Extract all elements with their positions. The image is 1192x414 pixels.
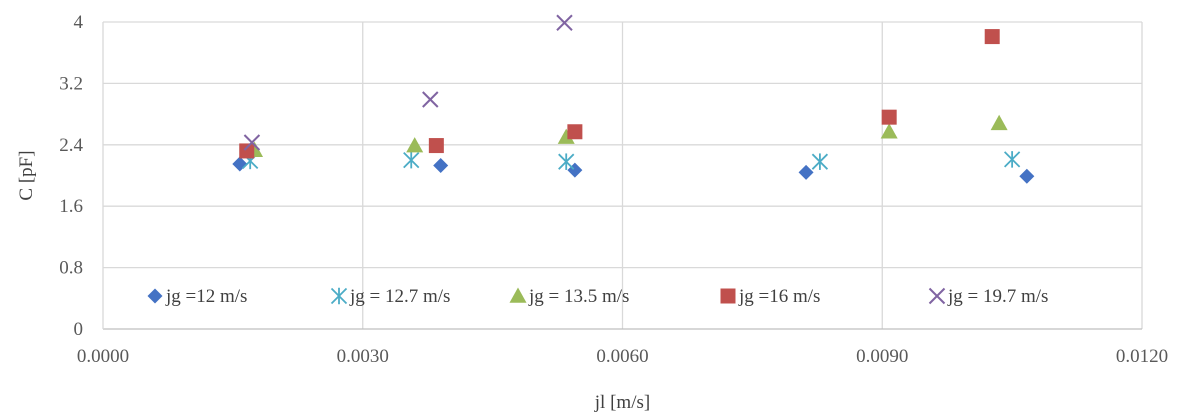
data-point-series-5 [243, 134, 261, 151]
legend: jg =12 m/s jg = 12.7 m/s jg = 13.5 m/s jg =… [147, 286, 1048, 307]
x-tick-label: 0.0060 [596, 346, 648, 367]
legend-marker-5 [928, 287, 946, 305]
legend-marker-3 [509, 287, 527, 303]
data-point-series-1 [1019, 168, 1035, 184]
x-tick-label: 0.0000 [77, 346, 129, 367]
x-tick-label: 0.0030 [337, 346, 389, 367]
data-point-series-4 [428, 138, 444, 154]
data-point-series-4 [567, 124, 583, 140]
data-point-series-2 [1003, 151, 1021, 168]
y-tick-label: 3.2 [59, 73, 83, 94]
data-point-series-1 [433, 158, 449, 174]
data-point-series-5 [422, 91, 439, 108]
gridlines [103, 21, 1143, 329]
x-tick-label: 0.0090 [856, 346, 908, 367]
tick-labels: 0 0.8 1.6 2.4 3.2 4 0.0000 0.0030 0.0060 0.0090 0.… [59, 12, 1168, 367]
legend-label-1: jg =12 m/s [165, 286, 247, 307]
data-point-series-1 [798, 164, 814, 180]
data-points [232, 14, 1035, 184]
y-axis-title: C [pF] [16, 150, 37, 200]
data-point-series-3 [880, 123, 898, 139]
data-point-series-4 [984, 29, 1000, 45]
x-axis-title: jl [m/s] [594, 392, 650, 413]
legend-label-3: jg = 13.5 m/s [528, 286, 629, 307]
legend-label-2: jg = 12.7 m/s [349, 286, 450, 307]
data-point-series-3 [557, 128, 575, 144]
y-tick-label: 1.6 [59, 196, 83, 217]
legend-label-4: jg =16 m/s [738, 286, 820, 307]
y-tick-label: 4 [74, 12, 84, 33]
data-point-series-3 [990, 114, 1008, 131]
data-point-series-3 [406, 137, 424, 153]
y-tick-label: 2.4 [59, 135, 83, 156]
y-tick-label: 0.8 [59, 258, 83, 279]
data-point-series-4 [239, 143, 255, 159]
data-point-series-5 [556, 14, 573, 31]
data-point-series-2 [403, 151, 420, 169]
data-point-series-2 [558, 153, 575, 170]
legend-marker-2 [330, 287, 348, 305]
legend-label-5: jg = 19.7 m/s [947, 286, 1048, 307]
x-tick-label: 0.0120 [1116, 346, 1168, 367]
data-point-series-2 [811, 153, 829, 170]
axes [102, 22, 1142, 330]
legend-marker-4 [720, 288, 736, 304]
data-point-series-4 [881, 109, 897, 125]
y-tick-label: 0 [74, 319, 84, 340]
legend-marker-1 [147, 288, 163, 304]
